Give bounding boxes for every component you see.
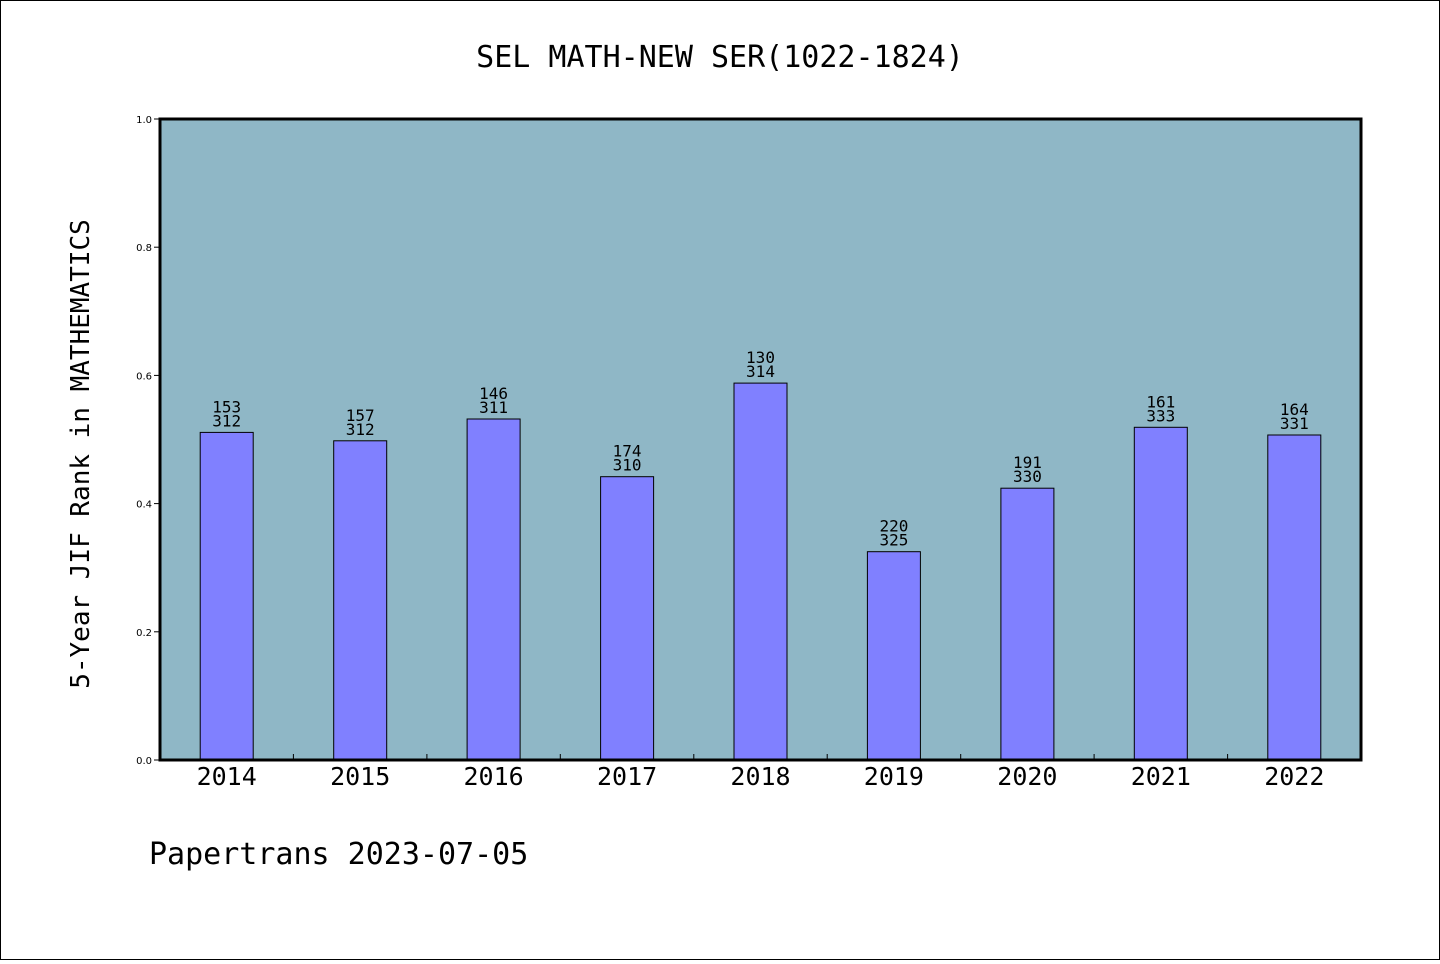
bars: [199, 382, 1322, 761]
bar-2016: [466, 418, 521, 761]
bar-2018: [733, 382, 788, 761]
bar-label-top: 130: [746, 348, 775, 367]
footer-text: Papertrans 2023-07-05: [149, 837, 528, 872]
bar-label-bottom: 325: [879, 531, 908, 550]
bar-label-bottom: 312: [346, 420, 375, 439]
y-tick-label: 1.0: [136, 115, 152, 126]
bar-label-bottom: 333: [1146, 406, 1175, 425]
bar-2020: [1000, 487, 1055, 761]
x-tick-label: 2015: [330, 762, 390, 791]
bar-2021: [1133, 426, 1188, 761]
x-tick-label: 2022: [1264, 762, 1324, 791]
x-tick-label: 2016: [463, 762, 523, 791]
bar-label-top: 161: [1146, 392, 1175, 411]
plot-border: [158, 117, 1363, 762]
y-tick-label: 0.0: [136, 756, 152, 767]
x-tick-label: 2020: [997, 762, 1057, 791]
x-tick-label: 2021: [1131, 762, 1191, 791]
x-tick-label: 2014: [197, 762, 257, 791]
y-tick-label: 0.2: [136, 628, 152, 639]
y-axis-label: 5-Year JIF Rank in MATHEMATICS: [66, 219, 96, 689]
bar-2015: [333, 440, 388, 761]
bar-label-top: 157: [346, 406, 375, 425]
bar-label-bottom: 314: [746, 362, 775, 381]
bar-label-top: 174: [613, 442, 642, 461]
bar-label-bottom: 311: [479, 398, 508, 417]
bar-label-top: 164: [1280, 400, 1309, 419]
bar-label-bottom: 330: [1013, 467, 1042, 486]
bar-label-top: 153: [212, 397, 241, 416]
y-tick-label: 0.8: [136, 243, 152, 254]
bar-label-bottom: 310: [613, 456, 642, 475]
y-tick-label: 0.6: [136, 371, 152, 382]
x-tick-label: 2017: [597, 762, 657, 791]
bar-label-top: 220: [879, 517, 908, 536]
bar-2019: [866, 551, 921, 761]
x-tick-label: 2018: [730, 762, 790, 791]
bar-label-bottom: 331: [1280, 414, 1309, 433]
chart-title: SEL MATH-NEW SER(1022-1824): [476, 40, 964, 75]
bar-2014: [199, 431, 254, 761]
bar-2022: [1267, 434, 1322, 761]
bar-2017: [600, 476, 655, 761]
x-tick-label: 2019: [864, 762, 924, 791]
y-tick-labels: 0.0 0.2 0.4 0.6 0.8 1.0: [136, 115, 152, 767]
bar-label-top: 146: [479, 384, 508, 403]
y-tick-label: 0.4: [136, 500, 152, 511]
bar-label-bottom: 312: [212, 411, 241, 430]
bar-label-top: 191: [1013, 453, 1042, 472]
x-tick-labels: 2014 2015 2016 2017 2018 2019 2020 2021 2022: [197, 762, 1325, 791]
